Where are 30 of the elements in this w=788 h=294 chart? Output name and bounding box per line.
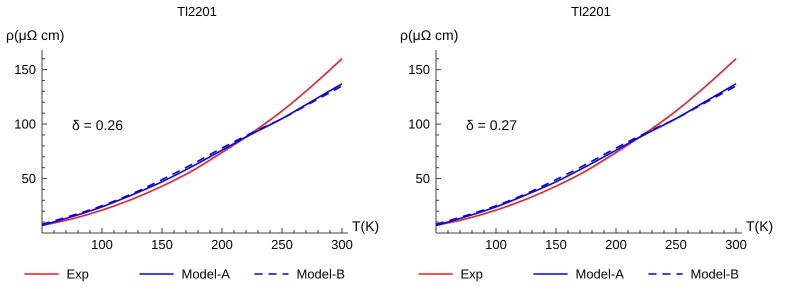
x-axis-title: T(K) — [352, 218, 380, 234]
x-tick-label: 200 — [605, 237, 627, 252]
legend-label: Model-B — [690, 266, 739, 282]
legend-label: Model-A — [182, 266, 230, 282]
y-tick-label: 100 — [408, 116, 430, 132]
y-tick-label: 150 — [14, 62, 36, 78]
y-tick-label: 100 — [14, 116, 36, 132]
y-tick-label: 50 — [416, 171, 430, 186]
x-axis-title: T(K) — [746, 218, 774, 234]
legend-label: Model-A — [576, 266, 624, 282]
x-tick-label: 300 — [725, 237, 747, 252]
x-tick-label: 300 — [331, 237, 353, 252]
x-tick-label: 250 — [271, 237, 293, 252]
annotation: δ = 0.26 — [72, 117, 124, 133]
legend-label: Model-B — [296, 266, 345, 282]
y-tick-label: 50 — [22, 171, 36, 186]
chart-title: Tl2201 — [571, 4, 611, 19]
x-tick-label: 100 — [91, 237, 113, 252]
y-axis-title: ρ(μΩ cm) — [6, 27, 64, 43]
x-tick-label: 150 — [545, 237, 567, 252]
annotation: δ = 0.27 — [466, 117, 518, 133]
x-tick-label: 100 — [485, 237, 507, 252]
x-tick-label: 150 — [151, 237, 173, 252]
legend-label: Exp — [66, 266, 89, 282]
y-tick-label: 150 — [408, 62, 430, 78]
y-axis-title: ρ(μΩ cm) — [400, 27, 458, 43]
x-tick-label: 250 — [665, 237, 687, 252]
x-tick-label: 200 — [211, 237, 233, 252]
legend-label: Exp — [460, 266, 483, 282]
chart-title: Tl2201 — [177, 4, 217, 19]
